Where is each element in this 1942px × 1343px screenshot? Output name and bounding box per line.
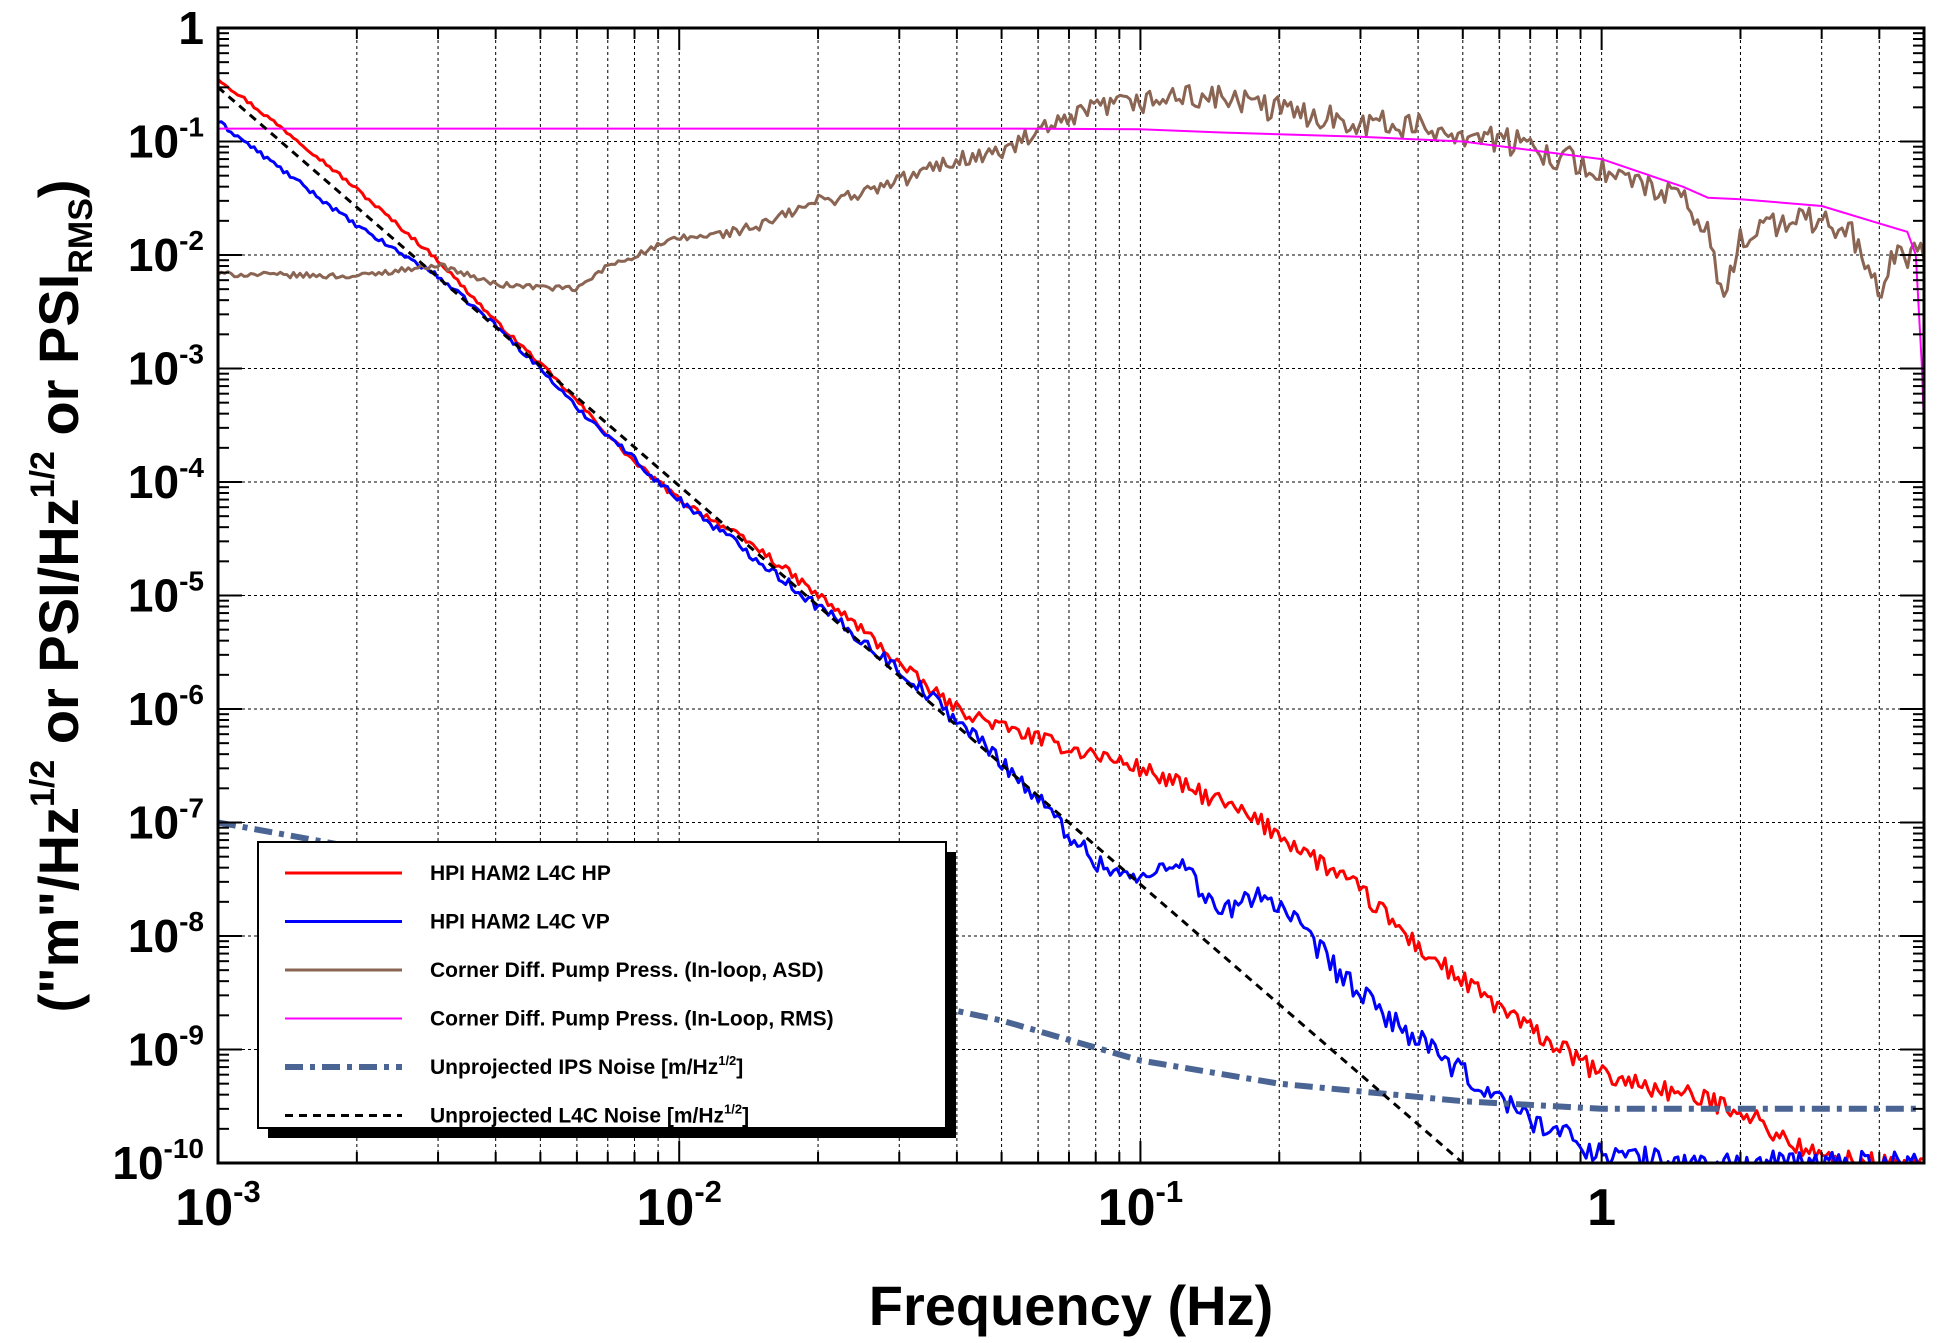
x-tick-label: 10-2 (636, 1174, 721, 1237)
y-tick-label: 10-2 (128, 225, 204, 281)
legend: HPI HAM2 L4C HP HPI HAM2 L4C VP Corner Dif… (257, 841, 956, 1138)
y-tick-label: 10-9 (128, 1020, 204, 1076)
legend-label: Unprojected L4C Noise [m/Hz1/2] (430, 1102, 749, 1128)
y-tick-label-exponent: -9 (179, 1020, 204, 1051)
x-tick-label-base: 1 (1587, 1179, 1616, 1237)
y-tick-label-exponent: -7 (179, 793, 204, 824)
y-tick-label: 10-5 (128, 566, 204, 622)
y-tick-label-base: 10 (128, 1024, 179, 1076)
x-tick-label: 10-1 (1098, 1174, 1183, 1237)
x-tick-label-base: 10 (175, 1179, 233, 1237)
legend-box (257, 841, 947, 1129)
y-tick-label-base: 10 (128, 683, 179, 735)
legend-label-part: ] (742, 1105, 749, 1128)
y-tick-label-exponent: -6 (179, 679, 204, 710)
y-tick-label: 10-3 (128, 339, 204, 395)
legend-label: Corner Diff. Pump Press. (In-Loop, RMS) (430, 1008, 834, 1031)
y-tick-label: 10-4 (128, 452, 204, 508)
legend-label: Corner Diff. Pump Press. (In-loop, ASD) (430, 959, 824, 982)
y-axis-title-part: or PSI/Hz (27, 498, 90, 759)
y-tick-label-base: 10 (128, 797, 179, 849)
y-axis-title-part: ) (27, 179, 90, 198)
y-tick-label: 10-6 (128, 679, 204, 735)
y-tick-label: 10-7 (128, 793, 204, 849)
y-tick-label-exponent: -2 (179, 225, 204, 256)
y-tick-label-base: 10 (112, 1137, 163, 1189)
y-tick-label-exponent: -5 (179, 566, 204, 597)
y-tick-label: 10-10 (112, 1133, 204, 1189)
x-tick-label-exponent: -1 (1156, 1174, 1184, 1209)
x-tick-label-base: 10 (1098, 1179, 1156, 1237)
y-tick-label-base: 10 (128, 570, 179, 622)
legend-label-superscript: 1/2 (718, 1053, 736, 1068)
series-line (218, 127, 1924, 428)
y-tick-label-exponent: -8 (179, 906, 204, 937)
x-tick-label: 10-3 (175, 1174, 260, 1237)
legend-label-part: Unprojected L4C Noise [m/Hz (430, 1105, 724, 1128)
y-tick-label-base: 10 (128, 910, 179, 962)
y-tick-label-base: 1 (178, 2, 204, 54)
y-tick-label-base: 10 (128, 229, 179, 281)
x-tick-labels: 10-3 10-2 10-1 1 (175, 1174, 1616, 1237)
y-tick-label: 1 (178, 2, 204, 54)
legend-label: Unprojected IPS Noise [m/Hz1/2] (430, 1053, 743, 1079)
y-tick-label-base: 10 (128, 116, 179, 168)
y-axis-title-part: ("m"/Hz (27, 807, 90, 1013)
series-line (218, 84, 1924, 299)
axis-ticks (217, 27, 1925, 1164)
y-tick-label-base: 10 (128, 343, 179, 395)
y-axis-title-subscript: RMS (62, 198, 100, 274)
y-tick-label: 10-8 (128, 906, 204, 962)
legend-label-part: Unprojected IPS Noise [m/Hz (430, 1056, 718, 1079)
x-tick-label-exponent: -2 (694, 1174, 722, 1209)
y-tick-label-base: 10 (128, 456, 179, 508)
legend-label-superscript: 1/2 (724, 1102, 742, 1117)
y-axis-title-superscript: 1/2 (24, 451, 62, 498)
y-tick-label-exponent: -3 (179, 339, 204, 370)
y-tick-label: 10-1 (128, 112, 204, 168)
y-tick-label-exponent: -10 (164, 1133, 204, 1164)
y-axis-title-superscript: 1/2 (24, 760, 62, 807)
series-line (218, 78, 1924, 1163)
y-axis-title: ("m"/Hz1/2 or PSI/Hz1/2 or PSIRMS) (24, 179, 100, 1012)
y-tick-label-exponent: -1 (179, 112, 204, 143)
legend-label-part: ] (736, 1056, 743, 1079)
legend-label: HPI HAM2 L4C VP (430, 911, 610, 934)
y-tick-label-exponent: -4 (179, 452, 204, 483)
y-axis-title-part: or PSI (27, 274, 90, 451)
x-tick-label: 1 (1587, 1179, 1616, 1237)
series-line (218, 120, 1920, 1163)
x-axis-title: Frequency (Hz) (869, 1274, 1274, 1337)
y-tick-labels: 110-110-210-310-410-510-610-710-810-910-… (112, 2, 204, 1189)
x-tick-label-base: 10 (636, 1179, 694, 1237)
legend-label: HPI HAM2 L4C HP (430, 862, 611, 885)
x-tick-label-exponent: -3 (233, 1174, 261, 1209)
